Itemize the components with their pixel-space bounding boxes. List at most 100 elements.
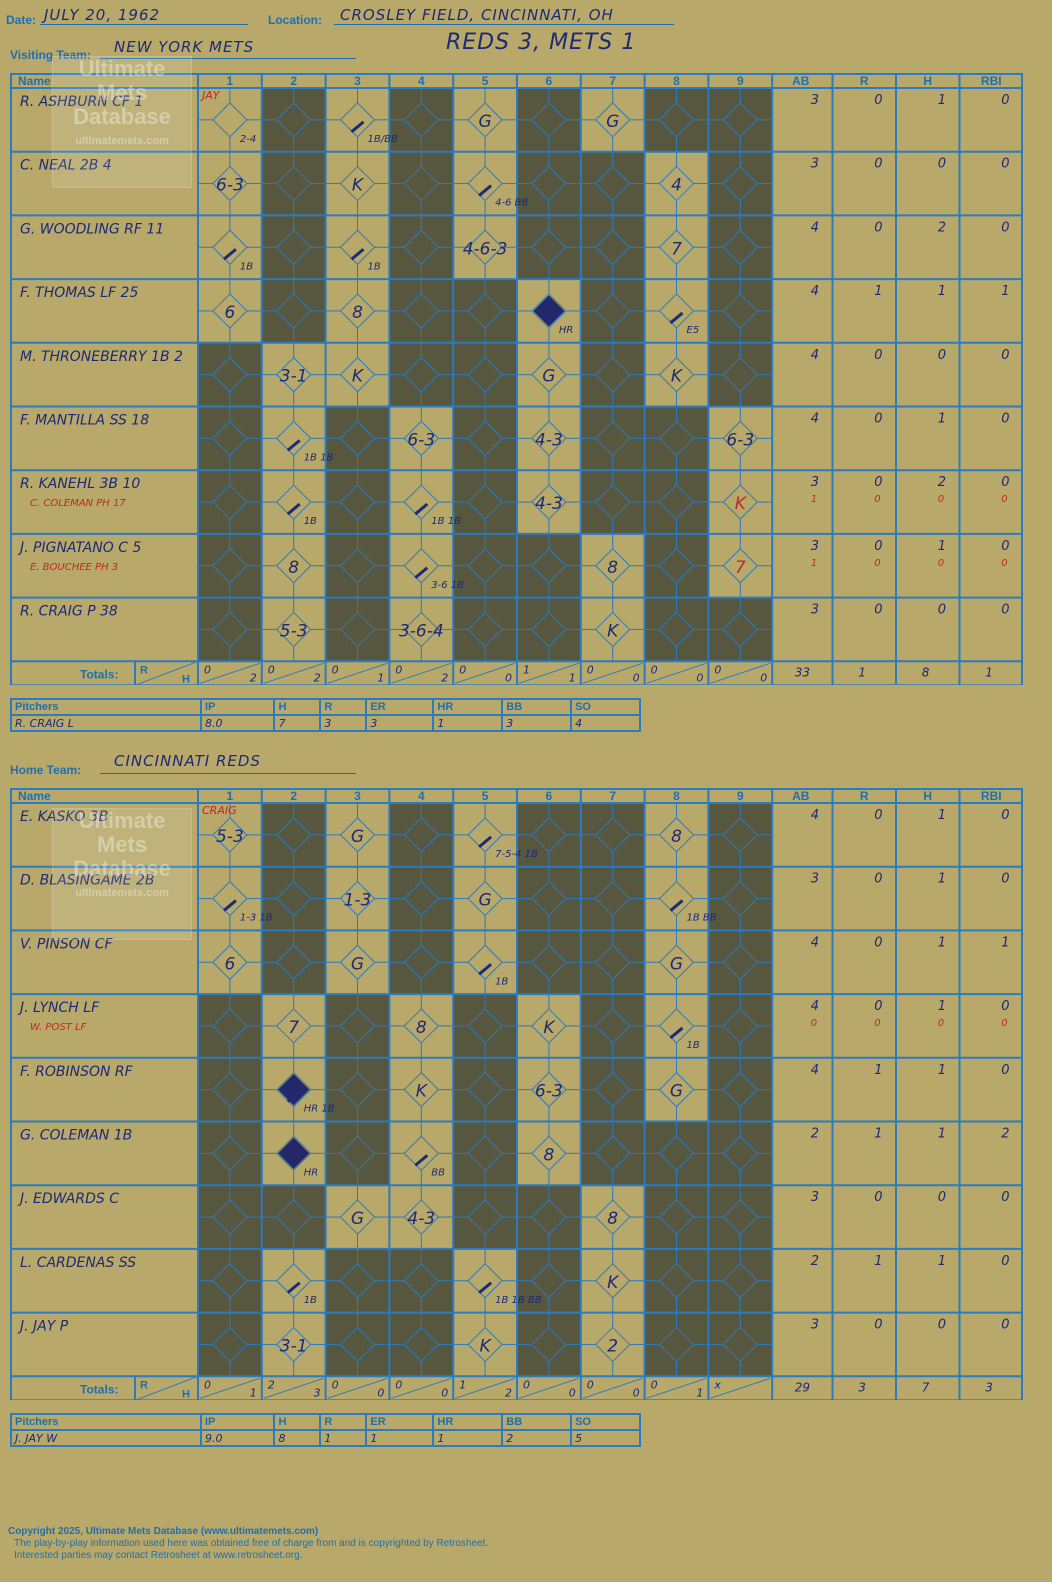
location-underline [334, 24, 674, 25]
base-diamond [275, 1326, 312, 1363]
inning-runs: 0 [204, 663, 211, 676]
play-notation: 3-6-4 [399, 621, 444, 641]
play-notation: 3-1 [280, 1336, 308, 1356]
pitch-hdr-name: Pitchers [10, 698, 202, 716]
substitute-stat-rbi: 0 [1001, 494, 1007, 505]
totals-diagonal [134, 1375, 199, 1400]
play-notation: 4-6-3 [463, 239, 508, 259]
base-diamond [403, 880, 440, 917]
play-notation: 1B [687, 1040, 700, 1051]
player-stat-rbi: 0 [1001, 539, 1009, 554]
totals-diagonal [134, 660, 199, 685]
player-stat-r: 0 [874, 475, 882, 490]
player-stat-ab: 4 [811, 220, 819, 235]
player-stat-rbi: 0 [1001, 348, 1009, 363]
base-diamond [339, 817, 376, 853]
base-diamond [658, 293, 695, 329]
pitcher-er: 3 [365, 714, 435, 732]
play-notation: 8 [288, 558, 299, 578]
total-r: 3 [858, 1380, 866, 1394]
name-header: Name [18, 74, 51, 88]
player-stat-h: 1 [938, 1254, 946, 1269]
base-diamond [594, 1008, 631, 1044]
inning-hits: 0 [377, 1386, 384, 1399]
inning-total-diagonal [455, 662, 516, 684]
home-run-diamond [277, 1137, 310, 1170]
inning-runs: 0 [714, 663, 721, 676]
player-stat-h: 1 [938, 872, 946, 887]
pitcher-ip: 8.0 [199, 714, 276, 732]
inning-runs: 2 [268, 1378, 275, 1391]
play-notation: 7 [288, 1018, 299, 1038]
play-notation: 1B [368, 261, 381, 272]
play-notation: K [543, 1018, 556, 1038]
player-stat-rbi: 0 [1001, 1063, 1009, 1078]
hit-mark [222, 899, 237, 912]
play-notation: G [542, 367, 555, 387]
inning-total-diagonal [646, 662, 707, 684]
home-underline [100, 773, 356, 774]
inning-header: 8 [673, 74, 680, 88]
base-diamond [722, 817, 759, 853]
date-underline [40, 24, 248, 25]
play-notation: HR [304, 1167, 318, 1178]
inning-header: 5 [482, 74, 489, 88]
hit-mark [286, 1281, 301, 1294]
inning-hits: 0 [505, 671, 512, 684]
player-stat-rbi: 0 [1001, 808, 1009, 823]
player-stat-h: 1 [938, 935, 946, 950]
player-stat-r: 1 [874, 1254, 882, 1269]
player-stat-rbi: 0 [1001, 603, 1009, 618]
play-notation: 4-3 [535, 494, 563, 514]
stat-header: RBI [981, 74, 1002, 88]
base-diamond [403, 1008, 440, 1044]
base-diamond [339, 1135, 376, 1172]
base-diamond [275, 420, 312, 457]
pitcher-h: 8 [273, 1429, 322, 1447]
name-header: Name [18, 789, 51, 803]
player-name: M. THRONEBERRY 1B 2 [20, 349, 183, 365]
pitch-hdr-er: ER [365, 698, 435, 716]
inning-header: 2 [290, 789, 297, 803]
play-notation: E5 [687, 325, 700, 336]
inning-total-diagonal [199, 662, 260, 684]
player-stat-ab: 4 [811, 935, 819, 950]
pitcher-h: 7 [273, 714, 322, 732]
base-diamond [403, 548, 440, 584]
total-h: 7 [922, 1380, 930, 1394]
pitcher-hr: 1 [432, 714, 504, 732]
play-notation: 8 [607, 1209, 618, 1229]
play-notation: 4 [671, 176, 682, 196]
substitute-stat-r: 0 [874, 494, 880, 505]
player-stat-ab: 4 [811, 808, 819, 823]
play-notation: 1B 1B [431, 516, 461, 527]
inning-total-diagonal [263, 1377, 324, 1399]
hit-mark [286, 439, 301, 452]
inning-hits: 2 [441, 671, 448, 684]
play-notation: G [479, 891, 492, 911]
home-run-diamond [277, 1073, 310, 1106]
base-diamond [722, 1135, 759, 1172]
base-diamond [658, 1135, 695, 1172]
player-stat-ab: 2 [811, 1127, 819, 1142]
home-team-name: CINCINNATI REDS [114, 752, 261, 770]
substitute-name: W. POST LF [30, 1022, 87, 1033]
player-stat-ab: 3 [811, 475, 819, 490]
base-diamond [531, 1008, 567, 1044]
inning-hits: 2 [505, 1386, 512, 1399]
inning-hits: 0 [633, 1386, 640, 1399]
pitcher-so: 4 [570, 714, 641, 732]
substitute-stat-rbi: 0 [1001, 1018, 1007, 1029]
base-diamond [722, 1326, 759, 1363]
inning-total-diagonal [710, 1377, 771, 1399]
base-diamond [658, 880, 695, 917]
player-stat-rbi: 0 [1001, 475, 1009, 490]
substitute-stat-h: 0 [938, 558, 944, 569]
play-notation: 1B BB [687, 913, 717, 924]
footer-copyright: Copyright 2025, Ultimate Mets Database (… [8, 1526, 319, 1537]
pitcher-ip: 9.0 [199, 1429, 276, 1447]
base-diamond [467, 1263, 503, 1299]
play-notation: 6-3 [535, 1082, 563, 1102]
totals-r-label: R [140, 664, 148, 676]
inning-total-diagonal [646, 1377, 707, 1399]
